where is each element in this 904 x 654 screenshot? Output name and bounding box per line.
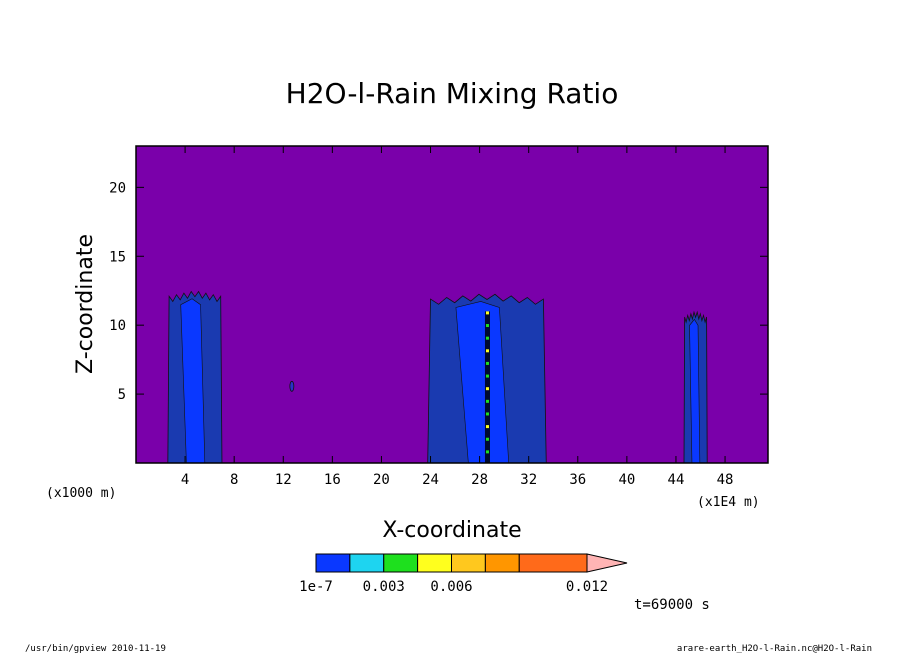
x-tick-label: 28 <box>471 472 488 488</box>
rain-core-speck <box>485 387 489 391</box>
x-tick-label: 24 <box>422 472 439 488</box>
colorbar-label: 0.006 <box>430 579 472 595</box>
x-tick-label: 32 <box>520 472 537 488</box>
colorbar-segment <box>349 553 385 573</box>
chart-title: H2O-l-Rain Mixing Ratio <box>286 77 619 110</box>
rain-core-speck <box>485 437 489 441</box>
colorbar-extend <box>586 553 628 573</box>
plot-frame <box>135 145 769 464</box>
x-tick-label: 8 <box>230 472 238 488</box>
rain-core-speck <box>485 336 489 340</box>
time-label: t=69000 s <box>634 597 710 613</box>
y-tick-label: 5 <box>118 387 126 403</box>
x-tick-label: 20 <box>373 472 390 488</box>
footer-right: arare-earth_H2O-l-Rain.nc@H2O-l-Rain <box>677 644 872 654</box>
x-tick-label: 40 <box>618 472 635 488</box>
rain-core-speck <box>485 311 489 315</box>
colorbar: 1e-7 0.003 0.006 0.012 <box>299 553 628 595</box>
x-tick-label: 16 <box>324 472 341 488</box>
colorbar-label: 0.012 <box>566 579 608 595</box>
colorbar-label: 1e-7 <box>299 579 333 595</box>
colorbar-segment <box>450 553 486 573</box>
colorbar-segment <box>484 553 520 573</box>
colorbar-segment <box>315 553 351 573</box>
rain-cell-small <box>289 380 295 392</box>
rain-core-speck <box>485 349 489 353</box>
colorbar-segment <box>417 553 452 573</box>
x-unit-left: (x1000 m) <box>46 486 116 501</box>
y-tick-label: 15 <box>109 249 126 265</box>
colorbar-segment <box>518 553 588 573</box>
y-tick-label: 20 <box>109 180 126 196</box>
rain-core-speck <box>485 374 489 378</box>
rain-core-speck <box>485 399 489 403</box>
x-tick-label: 44 <box>668 472 685 488</box>
y-axis-label: Z-coordinate <box>73 234 98 374</box>
rain-core-speck <box>485 324 489 328</box>
rain-core-speck <box>485 425 489 429</box>
x-unit-right: (x1E4 m) <box>697 495 760 510</box>
rain-core-speck <box>485 412 489 416</box>
rain-core-speck <box>485 361 489 365</box>
y-tick-label: 10 <box>109 318 126 334</box>
x-tick-label: 12 <box>275 472 292 488</box>
x-tick-label: 48 <box>717 472 734 488</box>
rain-core-speck <box>485 450 489 454</box>
colorbar-segment <box>383 553 419 573</box>
x-tick-label: 36 <box>569 472 586 488</box>
colorbar-label: 0.003 <box>363 579 405 595</box>
footer-left: /usr/bin/gpview 2010-11-19 <box>25 644 166 654</box>
x-tick-label: 4 <box>181 472 189 488</box>
x-axis-label: X-coordinate <box>382 518 521 543</box>
